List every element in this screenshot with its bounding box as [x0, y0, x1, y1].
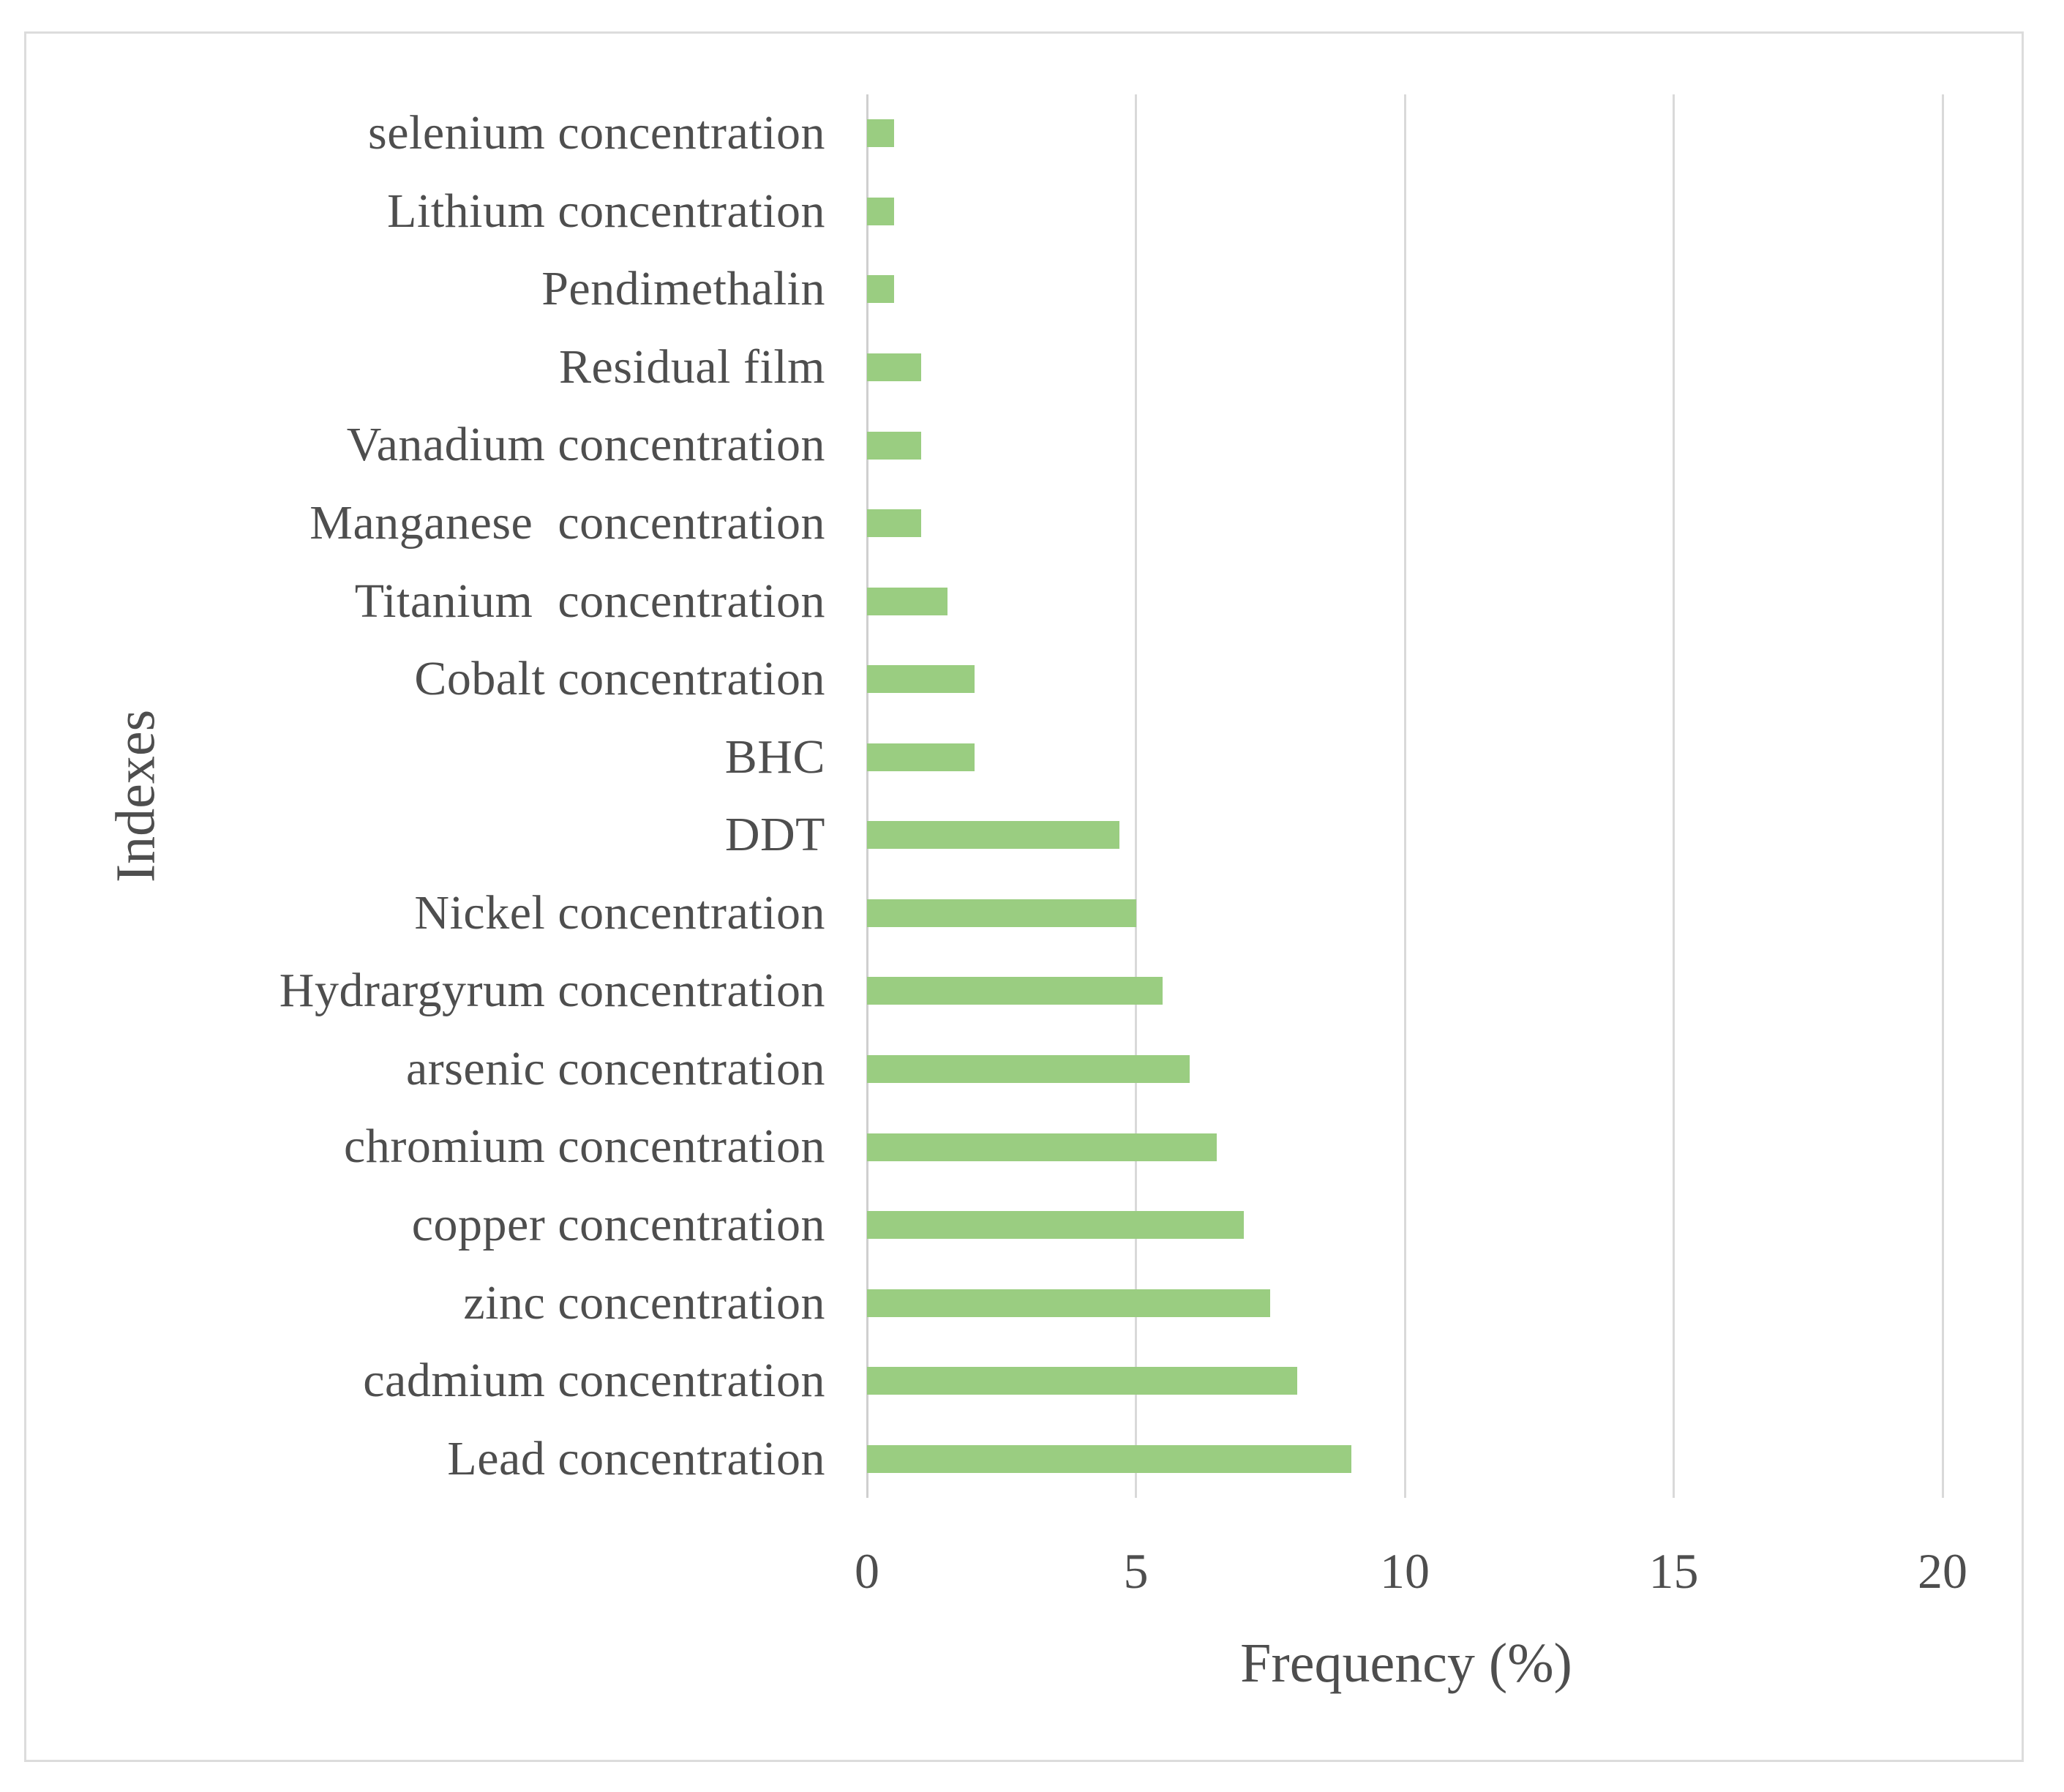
bar — [867, 587, 948, 615]
category-label: chromium concentration — [344, 1120, 825, 1174]
x-tick-label: 0 — [855, 1543, 879, 1599]
bar — [867, 1367, 1297, 1395]
bar — [867, 509, 921, 538]
bar — [867, 1444, 1351, 1473]
vertical-gridline — [1403, 94, 1406, 1498]
category-label: DDT — [724, 808, 825, 862]
bar — [867, 977, 1163, 1005]
bar — [867, 353, 921, 381]
bar — [867, 665, 975, 694]
category-label: copper concentration — [411, 1198, 825, 1252]
category-label: zinc concentration — [463, 1275, 825, 1330]
bar — [867, 743, 975, 771]
x-tick-label: 10 — [1380, 1543, 1430, 1599]
category-label: Cobalt concentration — [414, 652, 825, 706]
vertical-gridline — [1941, 94, 1944, 1498]
y-axis-line — [866, 94, 868, 1498]
bar — [867, 431, 921, 460]
bar — [867, 1289, 1271, 1317]
category-label: Manganese concentration — [309, 496, 825, 550]
bar — [867, 821, 1120, 850]
bar — [867, 275, 894, 304]
vertical-gridline — [1135, 94, 1137, 1498]
y-axis-title: Indexes — [105, 709, 167, 883]
category-label: Nickel concentration — [414, 885, 825, 940]
x-tick-label: 15 — [1648, 1543, 1699, 1599]
bar — [867, 1133, 1217, 1161]
x-tick-label: 20 — [1918, 1543, 1967, 1599]
x-axis-title: Frequency (%) — [1240, 1632, 1572, 1694]
category-label: arsenic concentration — [405, 1041, 825, 1095]
category-label: Titanium concentration — [354, 574, 825, 628]
bar — [867, 1211, 1244, 1240]
bar — [867, 197, 894, 225]
bar — [867, 119, 894, 148]
category-label: selenium concentration — [368, 106, 825, 160]
vertical-gridline — [1673, 94, 1675, 1498]
category-label: Lithium concentration — [387, 184, 825, 238]
category-label: cadmium concentration — [363, 1354, 825, 1408]
bar — [867, 899, 1136, 927]
category-label: Lead concentration — [447, 1431, 825, 1485]
category-label: Residual film — [559, 340, 825, 394]
bar — [867, 1054, 1190, 1083]
category-label: Pendimethalin — [541, 262, 825, 316]
chart-frame — [24, 31, 2024, 1762]
x-tick-label: 5 — [1123, 1543, 1149, 1599]
category-label: BHC — [724, 730, 825, 784]
category-label: Hydrargyrum concentration — [279, 964, 825, 1018]
category-label: Vanadium concentration — [346, 418, 825, 472]
